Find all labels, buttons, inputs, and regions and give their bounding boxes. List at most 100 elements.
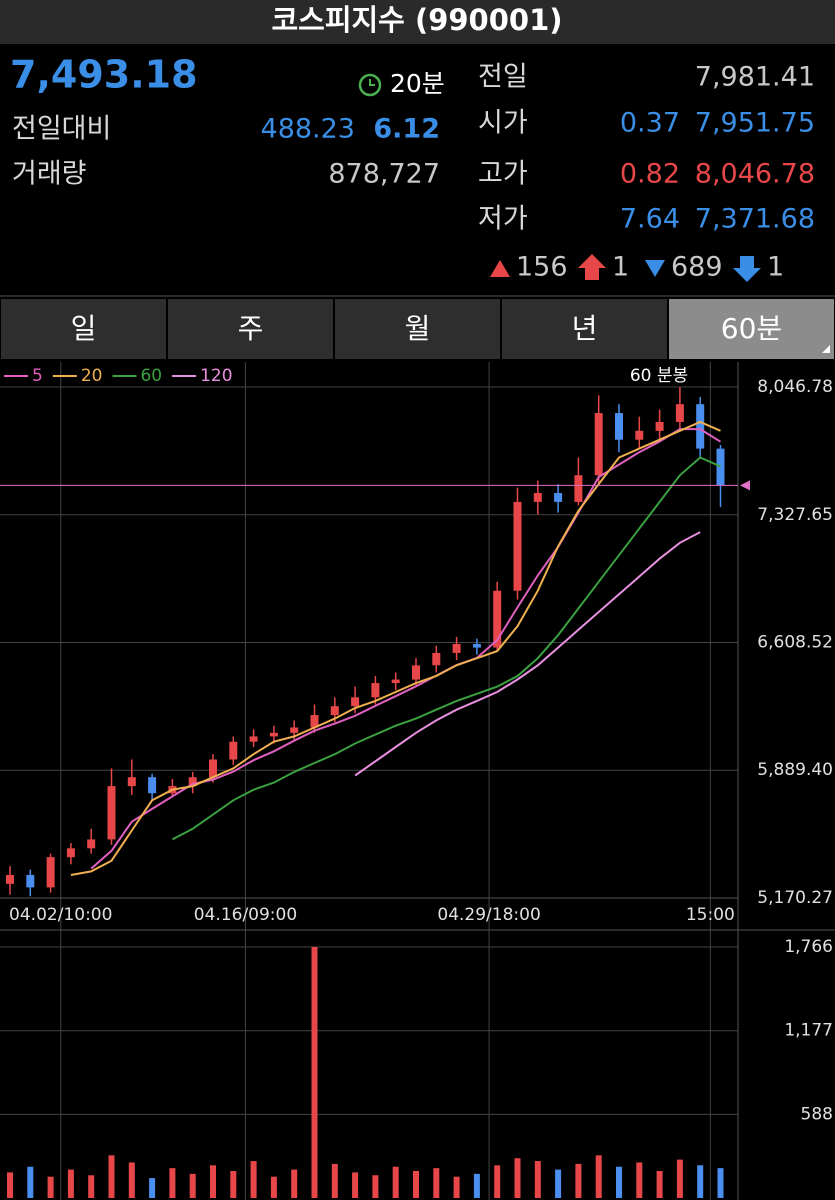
volume-bar	[67, 1169, 74, 1198]
candle-body	[249, 736, 258, 742]
title-bar	[0, 0, 835, 44]
tab-label: 60분	[721, 312, 782, 345]
volume-bar	[433, 1168, 440, 1198]
volume-bar	[656, 1170, 663, 1198]
volume-bar	[47, 1176, 54, 1198]
lower-limit: 1	[767, 252, 784, 283]
volume-bar	[250, 1161, 257, 1198]
candle-body	[66, 848, 75, 858]
open: 7,951.75	[695, 108, 815, 139]
y-tick-label: 7,327.65	[757, 505, 833, 525]
volume-bar	[311, 947, 318, 1198]
candle-body	[452, 644, 461, 653]
candle-body	[127, 777, 136, 787]
tab[interactable]	[502, 299, 667, 359]
open-pct: 0.37	[620, 108, 680, 139]
x-tick-label: 04.02/10:00	[9, 905, 112, 925]
candle-body	[655, 421, 664, 431]
change: 488.23	[261, 114, 355, 145]
candle-body	[26, 874, 35, 888]
candle-body	[188, 777, 197, 787]
candle-body	[533, 493, 542, 502]
volume-bar	[514, 1158, 521, 1198]
y-tick-label: 1,177	[784, 1021, 833, 1041]
update-time: 20분	[390, 69, 445, 98]
volume-bar	[372, 1175, 379, 1198]
legend-label: 120	[200, 366, 232, 386]
candle-body	[716, 448, 725, 486]
candle-body	[6, 874, 14, 884]
tab[interactable]	[1, 299, 166, 359]
legend-label: 20	[81, 366, 103, 386]
up-count: 156	[516, 252, 568, 283]
candle-body	[615, 413, 623, 440]
candle-body	[87, 839, 96, 849]
candle-body	[696, 404, 705, 449]
x-tick-label: 04.29/18:00	[437, 905, 540, 925]
clock-hand	[369, 79, 375, 86]
clock-icon	[358, 73, 382, 97]
tab-corner	[822, 345, 830, 353]
candle-body	[107, 786, 116, 840]
low: 7,371.68	[695, 204, 815, 235]
candle-body	[269, 732, 278, 737]
change-pct: 6.12	[373, 114, 440, 145]
volume-bar	[453, 1176, 460, 1198]
ma-line	[90, 428, 722, 870]
volume-bar	[108, 1155, 115, 1198]
volume-bar	[7, 1172, 13, 1198]
upper-limit-arrow	[578, 254, 606, 280]
down-count: 689	[671, 252, 723, 283]
chart-interval: 60 분봉	[630, 366, 688, 386]
current-price-marker	[740, 480, 750, 491]
x-tick-label: 04.16/09:00	[194, 905, 297, 925]
candle-body	[46, 857, 55, 888]
candle-body	[310, 715, 319, 728]
legend-label: 60	[140, 366, 162, 386]
y-tick-label: 5,170.27	[757, 888, 833, 908]
tab[interactable]	[669, 299, 834, 359]
candle-body	[574, 475, 583, 502]
volume: 878,727	[328, 159, 440, 190]
tab-label: 주	[238, 312, 264, 345]
volume-bar	[169, 1168, 176, 1198]
volume-bar	[27, 1166, 34, 1198]
ma-line	[171, 456, 721, 841]
volume-bar	[392, 1166, 399, 1198]
volume-bar	[636, 1162, 643, 1198]
tab-label: 년	[572, 312, 598, 345]
volume-bar	[575, 1163, 582, 1198]
ma-line	[70, 420, 721, 876]
candle-body	[371, 683, 380, 698]
volume-bar	[616, 1166, 622, 1198]
y-tick-label: 5,889.40	[757, 760, 833, 780]
low-pct: 7.64	[620, 204, 680, 235]
volume-bar	[149, 1178, 156, 1198]
volume-bar	[230, 1170, 237, 1198]
candle-body	[209, 759, 217, 778]
candle-body	[513, 501, 522, 591]
high: 8,046.78	[695, 159, 815, 190]
volume-bar	[189, 1173, 196, 1198]
tab[interactable]	[168, 299, 333, 359]
volume-bar	[128, 1162, 135, 1198]
candle-body	[391, 679, 400, 684]
volume-bar	[676, 1159, 683, 1198]
volume-bar	[413, 1170, 419, 1198]
volume-bar	[291, 1169, 298, 1198]
candle-body	[330, 706, 339, 716]
volume-label: 거래량	[12, 159, 87, 190]
tab-label: 월	[405, 312, 431, 345]
high-label: 고가	[478, 159, 528, 190]
candle-body	[148, 777, 157, 794]
candle-body	[290, 727, 299, 733]
candle-body	[554, 493, 563, 502]
tab[interactable]	[335, 299, 500, 359]
y-tick-label: 1,766	[784, 937, 833, 957]
volume-bar	[331, 1163, 338, 1198]
volume-bar	[494, 1165, 501, 1198]
candle-body	[493, 590, 502, 648]
prev: 7,981.41	[695, 62, 815, 93]
tab-bar: 일 주 월 년 60분	[1, 299, 834, 359]
